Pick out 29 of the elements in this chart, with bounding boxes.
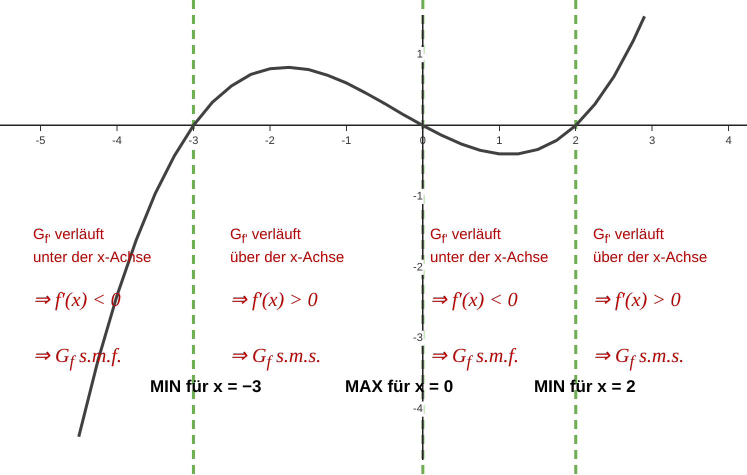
x-tick-label: -2 — [265, 135, 275, 148]
annotation: ⇒ G$_{f}$ s.m.s. — [593, 344, 684, 372]
annotation: ⇒ G$_{f}$ s.m.s. — [230, 344, 322, 372]
x-tick-label: -3 — [188, 135, 198, 148]
y-tick-label: -2 — [413, 261, 423, 274]
annotation: MIN für x = 2 — [534, 377, 636, 397]
annotation: unter der x-Achse — [430, 249, 548, 266]
x-tick-label: 3 — [649, 135, 656, 148]
y-tick-label: -3 — [413, 332, 423, 344]
y-tick-label: -4 — [413, 403, 423, 416]
x-tick-label: 4 — [726, 135, 732, 148]
annotation: G$_{f'}$ verläuft — [593, 226, 664, 246]
y-tick-label: 1 — [416, 48, 423, 61]
x-tick-label: -1 — [341, 135, 352, 148]
annotation: G$_{f'}$ verläuft — [33, 226, 104, 246]
annotation: über der x-Achse — [230, 249, 344, 266]
x-tick-label: -4 — [112, 135, 122, 148]
annotation: über der x-Achse — [593, 249, 708, 266]
annotation: G$_{f'}$ verläuft — [230, 226, 301, 246]
x-tick-label: -5 — [36, 135, 46, 148]
annotation: ⇒ f′(x) > 0 — [593, 288, 681, 312]
x-tick-label: 2 — [572, 135, 579, 148]
annotation: MIN für x = −3 — [150, 377, 262, 397]
annotation: ⇒ f′(x) < 0 — [430, 288, 518, 312]
annotation: ⇒ G$_{f}$ s.m.f. — [430, 344, 519, 372]
y-tick-label: -1 — [413, 190, 423, 202]
annotation: ⇒ f′(x) > 0 — [230, 288, 318, 312]
x-tick-label: 1 — [496, 135, 502, 148]
annotation: G$_{f'}$ verläuft — [430, 226, 501, 246]
